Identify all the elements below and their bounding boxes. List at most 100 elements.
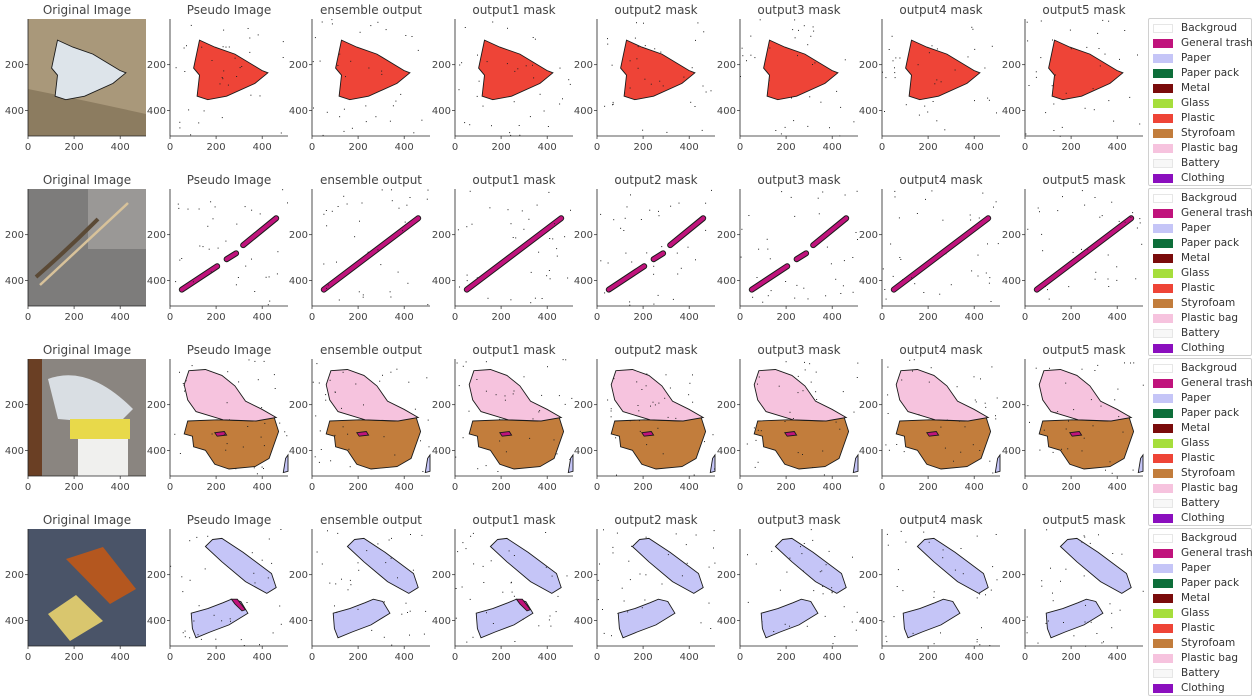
noise-speckle [902, 590, 904, 592]
x-tick-label: 400 [1108, 482, 1127, 493]
noise-speckle [320, 449, 322, 450]
noise-speckle [518, 125, 520, 126]
noise-speckle [636, 22, 637, 24]
legend-swatch [1153, 158, 1173, 168]
noise-speckle [391, 644, 393, 646]
noise-speckle [409, 610, 411, 612]
noise-speckle [223, 70, 225, 72]
noise-speckle [812, 64, 813, 65]
x-tick-label: 200 [492, 312, 511, 323]
noise-speckle [801, 553, 803, 555]
noise-speckle [236, 223, 238, 225]
legend-item: Paper pack [1153, 576, 1239, 590]
noise-speckle [990, 589, 992, 591]
legend-label: Paper [1181, 562, 1211, 574]
y-tick-label: 400 [717, 446, 736, 457]
noise-speckle [528, 218, 530, 220]
x-tick-label: 0 [594, 482, 600, 493]
noise-speckle [649, 209, 651, 211]
noise-speckle [197, 634, 199, 636]
legend-swatch [1153, 593, 1173, 603]
noise-speckle [256, 473, 258, 475]
noise-speckle [894, 72, 896, 74]
noise-speckle [637, 46, 639, 48]
legend-swatch [1153, 68, 1173, 78]
noise-speckle [428, 446, 430, 448]
noise-speckle [667, 416, 669, 418]
noise-speckle [365, 105, 367, 107]
noise-speckle [636, 381, 638, 383]
panel-title: output5 mask [1042, 513, 1125, 527]
noise-speckle [554, 223, 556, 225]
noise-speckle [1086, 46, 1088, 48]
noise-speckle [944, 129, 946, 131]
noise-speckle [1124, 30, 1126, 31]
noise-speckle [891, 35, 893, 37]
noise-speckle [394, 454, 396, 456]
x-tick-label: 0 [737, 142, 743, 153]
noise-speckle [641, 389, 643, 390]
noise-speckle [641, 607, 643, 609]
noise-speckle [882, 71, 883, 73]
noise-speckle [226, 402, 228, 404]
legend-swatch [1153, 208, 1173, 218]
panel-r2-c6: output3 mask 0 200 400 200 400 [717, 173, 858, 323]
legend-swatch [1153, 38, 1173, 48]
noise-speckle [793, 120, 795, 122]
noise-speckle [234, 57, 236, 59]
legend-item: Metal [1153, 591, 1210, 605]
x-tick-label: 400 [538, 142, 557, 153]
noise-speckle [970, 219, 972, 221]
noise-speckle [978, 217, 980, 219]
noise-speckle [499, 440, 501, 442]
noise-speckle [347, 433, 349, 435]
mask-general-trash [1069, 431, 1083, 437]
noise-speckle [564, 403, 566, 405]
noise-speckle [335, 583, 337, 585]
legend-swatch [1153, 638, 1173, 648]
noise-speckle [359, 31, 361, 33]
panel-title: Original Image [43, 343, 131, 357]
noise-speckle [512, 393, 514, 395]
noise-speckle [221, 117, 223, 119]
noise-speckle [236, 76, 238, 77]
legend-swatch [1153, 668, 1173, 678]
noise-speckle [329, 582, 331, 584]
noise-speckle [1139, 218, 1141, 220]
noise-speckle [934, 83, 936, 85]
noise-speckle [312, 61, 314, 63]
legend-swatch [1153, 268, 1173, 278]
x-tick-label: 200 [777, 312, 796, 323]
noise-speckle [254, 582, 256, 584]
noise-speckle [1129, 96, 1131, 98]
legend-item: Backgroud [1153, 531, 1237, 545]
legend-label: Paper pack [1181, 407, 1240, 419]
noise-speckle [803, 287, 805, 289]
noise-speckle [571, 397, 573, 399]
x-tick-label: 0 [737, 652, 743, 663]
noise-speckle [852, 291, 854, 293]
noise-speckle [409, 197, 411, 198]
noise-speckle [645, 574, 647, 576]
panel-r2-c5: output2 mask 0 200 400 200 400 [574, 173, 715, 323]
noise-speckle [995, 415, 996, 417]
noise-speckle [461, 586, 463, 588]
noise-speckle [178, 207, 180, 209]
x-tick-label: 400 [395, 652, 414, 663]
noise-speckle [680, 267, 682, 269]
y-tick-label: 400 [859, 446, 878, 457]
noise-speckle [455, 456, 457, 458]
noise-speckle [797, 375, 799, 377]
noise-speckle [812, 539, 814, 541]
x-tick-label: 0 [452, 142, 458, 153]
panel-title: output4 mask [899, 343, 982, 357]
noise-speckle [251, 209, 253, 211]
noise-speckle [502, 591, 504, 593]
noise-speckle [1037, 642, 1039, 644]
noise-speckle [923, 292, 925, 293]
noise-speckle [925, 198, 926, 200]
y-tick-label: 200 [859, 60, 878, 71]
noise-speckle [462, 365, 464, 367]
y-tick-label: 200 [1002, 400, 1021, 411]
mask-paper [332, 598, 391, 639]
